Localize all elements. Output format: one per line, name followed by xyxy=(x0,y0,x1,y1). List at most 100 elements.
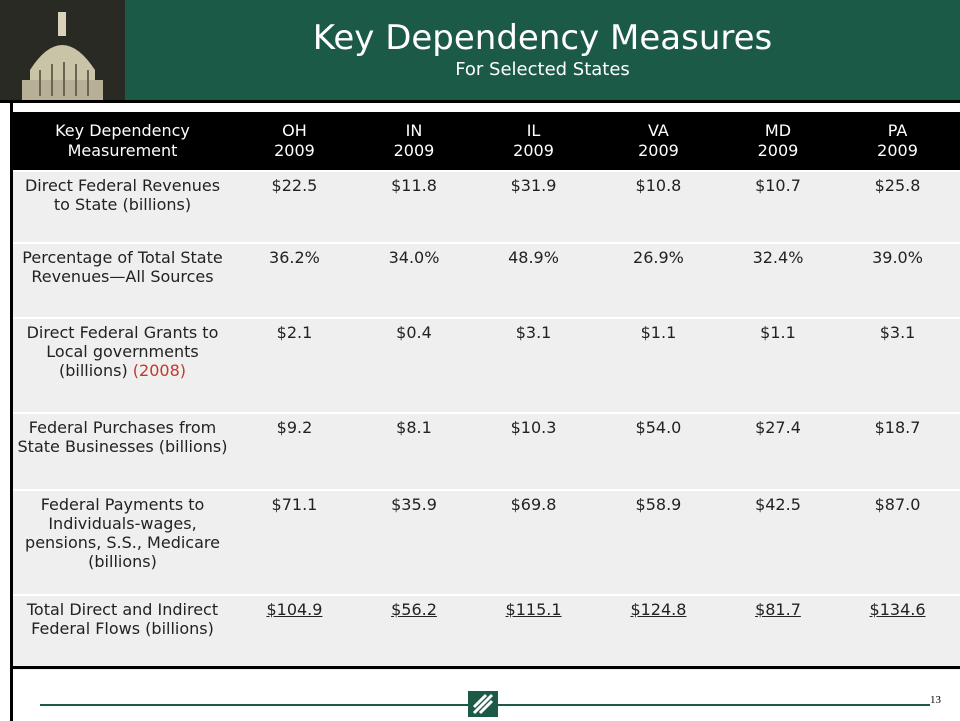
label-text: Federal Purchases from State Businesses … xyxy=(17,418,228,456)
cell: $71.1 xyxy=(232,489,357,595)
cell: $115.1 xyxy=(471,594,596,670)
year: 2009 xyxy=(638,141,679,160)
cell-value: $31.9 xyxy=(510,176,557,195)
year: 2009 xyxy=(757,141,799,160)
cell: $69.8 xyxy=(471,489,596,595)
column-header: IL 2009 xyxy=(471,112,596,171)
cell: $10.7 xyxy=(720,170,836,243)
table: Key Dependency Measurement OH 2009 IN 2009 IL… xyxy=(13,112,960,670)
cell: $54.0 xyxy=(595,412,721,490)
cell: $134.6 xyxy=(835,594,960,670)
cell-value: $58.9 xyxy=(635,495,682,514)
cell: $56.2 xyxy=(356,594,472,670)
cell: $1.1 xyxy=(595,317,721,413)
state: IL xyxy=(526,121,541,140)
cell-value: $69.8 xyxy=(510,495,557,514)
label-text: Percentage of Total State Revenues—All S… xyxy=(22,248,223,286)
cell: $18.7 xyxy=(835,412,960,490)
cell-value: $134.6 xyxy=(869,600,926,619)
state: IN xyxy=(405,121,423,140)
cell: $58.9 xyxy=(595,489,721,595)
cell-value: 36.2% xyxy=(269,248,320,267)
cell-value: 32.4% xyxy=(752,248,804,267)
column-header: IN 2009 xyxy=(356,112,472,171)
cell-value: $18.7 xyxy=(874,418,921,437)
header-row: Key Dependency Measurement OH 2009 IN 2009 IL… xyxy=(13,112,960,171)
rule xyxy=(10,100,13,721)
cell-value: $3.1 xyxy=(879,323,916,342)
cell: $2.1 xyxy=(232,317,357,413)
capitol-icon xyxy=(22,12,103,100)
cell-value: $115.1 xyxy=(505,600,562,619)
label-note: (2008) xyxy=(132,361,186,380)
page-number: 13 xyxy=(930,694,941,706)
cell: $27.4 xyxy=(720,412,836,490)
title: Key Dependency Measures xyxy=(312,18,773,58)
row: Federal Purchases from State Businesses … xyxy=(13,412,960,490)
cell: $9.2 xyxy=(232,412,357,490)
row: Direct Federal Grants to Local governmen… xyxy=(13,317,960,413)
column-header: MD 2009 xyxy=(720,112,836,171)
cell: $81.7 xyxy=(720,594,836,670)
cell-value: $9.2 xyxy=(276,418,313,437)
cell-value: $1.1 xyxy=(640,323,677,342)
rule xyxy=(13,666,960,669)
cell-value: $42.5 xyxy=(755,495,801,514)
cell: $25.8 xyxy=(835,170,960,243)
label-text: Direct Federal Grants to Local governmen… xyxy=(26,323,219,380)
cell: $10.3 xyxy=(471,412,596,490)
cell-value: $81.7 xyxy=(755,600,801,619)
rule xyxy=(0,100,960,103)
cell: $8.1 xyxy=(356,412,472,490)
cell-value: $124.8 xyxy=(630,600,687,619)
row-label: Federal Purchases from State Businesses … xyxy=(13,412,232,490)
header-band: Key Dependency Measures For Selected Sta… xyxy=(125,0,960,100)
logo xyxy=(468,691,498,717)
cell-value: $35.9 xyxy=(391,495,437,514)
cell: 39.0% xyxy=(835,242,960,318)
cell: $104.9 xyxy=(232,594,357,670)
cell: 36.2% xyxy=(232,242,357,318)
cell: 48.9% xyxy=(471,242,596,318)
cell: 26.9% xyxy=(595,242,721,318)
state: VA xyxy=(648,121,669,140)
cell-value: $10.3 xyxy=(510,418,557,437)
row-label: Total Direct and Indirect Federal Flows … xyxy=(13,594,232,670)
label-text: Federal Payments to Individuals-wages, p… xyxy=(25,495,220,571)
subtitle: For Selected States xyxy=(455,59,630,80)
cell: $3.1 xyxy=(471,317,596,413)
cell: $87.0 xyxy=(835,489,960,595)
year: 2009 xyxy=(393,141,435,160)
state: OH xyxy=(282,121,307,140)
cell: $22.5 xyxy=(232,170,357,243)
cell: 32.4% xyxy=(720,242,836,318)
cell-value: $87.0 xyxy=(874,495,921,514)
cell-value: $25.8 xyxy=(874,176,921,195)
cell-value: $2.1 xyxy=(276,323,313,342)
cell: $35.9 xyxy=(356,489,472,595)
cell-value: $56.2 xyxy=(391,600,437,619)
cell-value: $27.4 xyxy=(755,418,801,437)
cell-value: $3.1 xyxy=(515,323,552,342)
row: Direct Federal Revenues to State (billio… xyxy=(13,170,960,243)
cell-value: $8.1 xyxy=(396,418,432,437)
corner-text: Key Dependency Measurement xyxy=(55,121,190,160)
column-header: VA 2009 xyxy=(595,112,721,171)
row-label: Direct Federal Revenues to State (billio… xyxy=(13,170,232,243)
cell: $31.9 xyxy=(471,170,596,243)
cell: $10.8 xyxy=(595,170,721,243)
state: MD xyxy=(764,121,792,140)
column-header: PA 2009 xyxy=(835,112,960,171)
row-label: Federal Payments to Individuals-wages, p… xyxy=(13,489,232,595)
row-label: Direct Federal Grants to Local governmen… xyxy=(13,317,232,413)
column-header: OH 2009 xyxy=(232,112,357,171)
year: 2009 xyxy=(274,141,315,160)
cell: $42.5 xyxy=(720,489,836,595)
row: Federal Payments to Individuals-wages, p… xyxy=(13,489,960,595)
cell-value: 39.0% xyxy=(872,248,923,267)
year: 2009 xyxy=(877,141,918,160)
cell-value: 48.9% xyxy=(508,248,559,267)
cell: $0.4 xyxy=(356,317,472,413)
cell-value: 34.0% xyxy=(388,248,440,267)
